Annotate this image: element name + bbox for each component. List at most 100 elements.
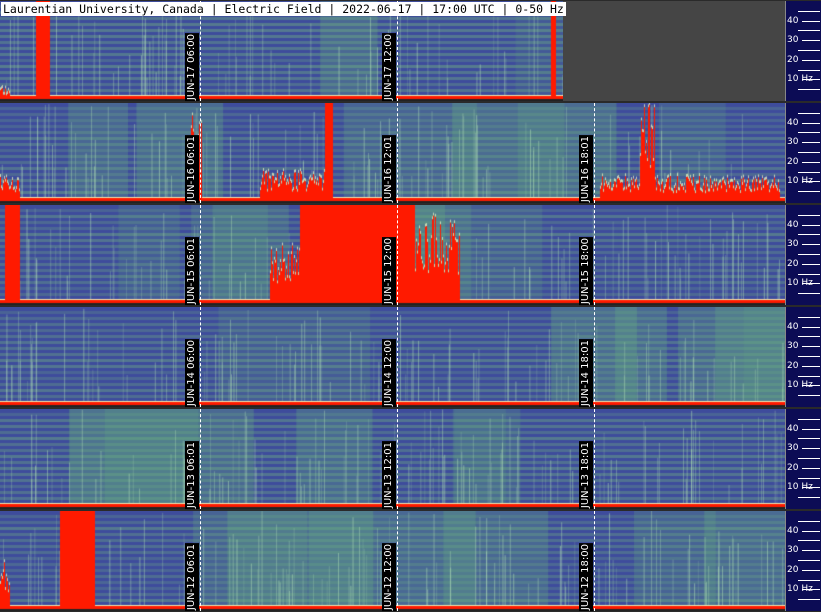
axis-label: 40 bbox=[787, 321, 799, 332]
axis-tick bbox=[798, 316, 820, 318]
frequency-axis: 40 30 20 10 Hz bbox=[785, 205, 821, 305]
axis-label: 20 bbox=[787, 360, 799, 371]
frequency-axis: 40 30 20 10 Hz bbox=[785, 307, 821, 407]
axis-tick bbox=[802, 569, 820, 571]
axis-tick bbox=[798, 375, 820, 377]
axis-tick bbox=[802, 550, 820, 552]
time-marker-line bbox=[397, 409, 398, 509]
spectrogram-panel-jun-16: JUN-16 06:01 JUN-16 12:01 JUN-16 18:01 40 30… bbox=[0, 103, 821, 203]
axis-label: 30 bbox=[787, 545, 799, 556]
axis-label: 10 Hz bbox=[787, 74, 813, 85]
axis-label: 40 bbox=[787, 117, 799, 128]
axis-tick bbox=[802, 428, 820, 430]
axis-label: 20 bbox=[787, 258, 799, 269]
axis-label: 30 bbox=[787, 341, 799, 352]
frequency-axis: 40 30 20 10 Hz bbox=[785, 103, 821, 203]
axis-tick bbox=[798, 560, 820, 561]
timestamp-label: JUN-13 18:01 bbox=[579, 440, 593, 509]
axis-tick bbox=[802, 283, 820, 285]
axis-tick bbox=[798, 30, 820, 32]
timestamp-label: JUN-14 18:01 bbox=[579, 338, 593, 407]
timestamp-label: JUN-12 06:01 bbox=[185, 542, 199, 611]
axis-tick bbox=[798, 599, 820, 601]
spectrogram-panel-jun-14: JUN-14 06:00 JUN-14 12:00 JUN-14 18:01 40 30… bbox=[0, 307, 821, 407]
no-data-area bbox=[563, 1, 785, 101]
time-marker-line bbox=[200, 205, 201, 305]
axis-label: 40 bbox=[787, 219, 799, 230]
axis-tick bbox=[798, 69, 820, 71]
timestamp-label: JUN-14 06:00 bbox=[185, 338, 199, 407]
axis-tick bbox=[798, 152, 820, 153]
axis-tick bbox=[798, 132, 820, 134]
axis-tick bbox=[802, 20, 820, 22]
timestamp-label: JUN-13 06:01 bbox=[185, 440, 199, 509]
axis-label: 30 bbox=[787, 137, 799, 148]
timestamp-label: JUN-14 12:00 bbox=[382, 338, 396, 407]
axis-tick bbox=[798, 477, 820, 479]
axis-tick bbox=[798, 112, 820, 114]
axis-tick bbox=[798, 356, 820, 357]
time-marker-line bbox=[594, 307, 595, 407]
timestamp-label: JUN-15 06:01 bbox=[185, 236, 199, 305]
axis-tick bbox=[798, 497, 820, 499]
time-marker-line bbox=[397, 1, 398, 101]
axis-label: 20 bbox=[787, 156, 799, 167]
axis-tick bbox=[802, 365, 820, 367]
axis-tick bbox=[798, 50, 820, 51]
axis-tick bbox=[802, 346, 820, 348]
axis-tick bbox=[798, 458, 820, 459]
spectrogram-panel-jun-12: JUN-12 06:01 JUN-12 12:00 JUN-12 18:00 40 30… bbox=[0, 511, 821, 611]
axis-tick bbox=[798, 214, 820, 216]
axis-tick bbox=[798, 254, 820, 255]
axis-tick bbox=[798, 10, 820, 12]
axis-tick bbox=[802, 385, 820, 387]
timestamp-label: JUN-13 12:01 bbox=[382, 440, 396, 509]
axis-tick bbox=[802, 487, 820, 489]
axis-tick bbox=[802, 181, 820, 183]
axis-tick bbox=[802, 40, 820, 42]
axis-tick bbox=[798, 579, 820, 581]
axis-tick bbox=[798, 273, 820, 275]
time-marker-line bbox=[397, 205, 398, 305]
axis-label: 30 bbox=[787, 443, 799, 454]
time-marker-line bbox=[200, 511, 201, 611]
axis-tick bbox=[798, 191, 820, 193]
axis-tick bbox=[802, 326, 820, 328]
axis-tick bbox=[802, 263, 820, 265]
time-marker-line bbox=[200, 409, 201, 509]
time-marker-line bbox=[397, 511, 398, 611]
axis-label: 40 bbox=[787, 525, 799, 536]
axis-label: 40 bbox=[787, 15, 799, 26]
axis-tick bbox=[798, 89, 820, 91]
axis-tick bbox=[798, 540, 820, 542]
time-marker-line bbox=[397, 307, 398, 407]
axis-tick bbox=[802, 467, 820, 469]
axis-tick bbox=[798, 438, 820, 440]
spectrogram-panel-jun-15: JUN-15 06:01 JUN-15 12:00 JUN-15 18:00 40 30… bbox=[0, 205, 821, 305]
axis-label: 10 Hz bbox=[787, 278, 813, 289]
axis-tick bbox=[802, 530, 820, 532]
axis-label: 30 bbox=[787, 239, 799, 250]
timestamp-label: JUN-16 06:01 bbox=[185, 134, 199, 203]
time-marker-line bbox=[594, 511, 595, 611]
axis-tick bbox=[802, 161, 820, 163]
time-marker-line bbox=[594, 103, 595, 203]
axis-label: 10 Hz bbox=[787, 380, 813, 391]
time-marker-line bbox=[200, 1, 201, 101]
axis-label: 10 Hz bbox=[787, 176, 813, 187]
time-marker-line bbox=[594, 205, 595, 305]
axis-label: 40 bbox=[787, 423, 799, 434]
axis-tick bbox=[798, 520, 820, 522]
frequency-axis: 40 30 20 10 Hz bbox=[785, 1, 821, 101]
timestamp-label: JUN-16 18:01 bbox=[579, 134, 593, 203]
axis-tick bbox=[798, 418, 820, 420]
time-marker-line bbox=[200, 307, 201, 407]
frequency-axis: 40 30 20 10 Hz bbox=[785, 511, 821, 611]
axis-tick bbox=[798, 395, 820, 397]
time-marker-line bbox=[594, 409, 595, 509]
axis-tick bbox=[802, 122, 820, 124]
timestamp-label: JUN-15 18:00 bbox=[579, 236, 593, 305]
chart-title: Laurentian University, Canada | Electric… bbox=[1, 2, 566, 16]
axis-tick bbox=[802, 224, 820, 226]
axis-label: 10 Hz bbox=[787, 482, 813, 493]
